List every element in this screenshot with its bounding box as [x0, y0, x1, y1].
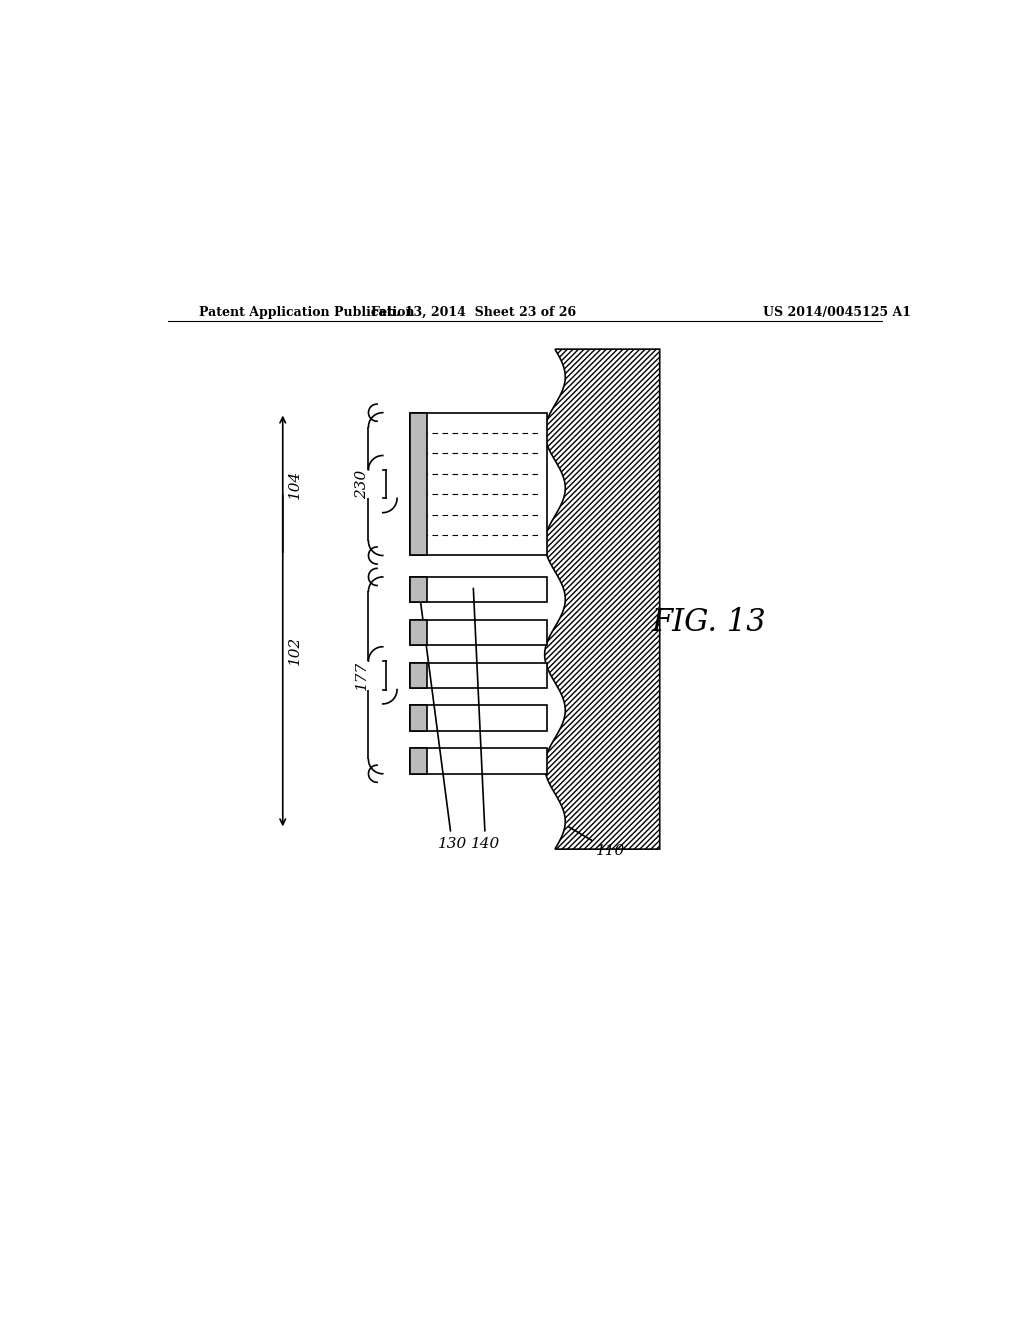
Text: Feb. 13, 2014  Sheet 23 of 26: Feb. 13, 2014 Sheet 23 of 26: [371, 305, 575, 318]
Bar: [410, 748, 547, 774]
Text: FIG. 13: FIG. 13: [652, 607, 766, 639]
Bar: [410, 620, 547, 645]
Bar: [410, 620, 427, 645]
Text: Patent Application Publication: Patent Application Publication: [200, 305, 415, 318]
Text: US 2014/0045125 A1: US 2014/0045125 A1: [763, 305, 911, 318]
Polygon shape: [545, 350, 659, 849]
Text: 140: 140: [471, 589, 500, 850]
Bar: [410, 413, 427, 556]
Bar: [410, 705, 427, 731]
Bar: [410, 663, 547, 688]
Text: 177: 177: [355, 661, 369, 690]
Bar: [410, 705, 547, 731]
Text: 104: 104: [288, 470, 302, 499]
Bar: [410, 577, 427, 602]
Text: 102: 102: [288, 636, 302, 665]
Bar: [410, 577, 547, 602]
Bar: [410, 413, 547, 556]
Text: 130: 130: [419, 589, 467, 850]
Text: 110: 110: [568, 826, 626, 858]
Text: 230: 230: [355, 470, 369, 499]
Bar: [410, 748, 427, 774]
Bar: [410, 663, 427, 688]
